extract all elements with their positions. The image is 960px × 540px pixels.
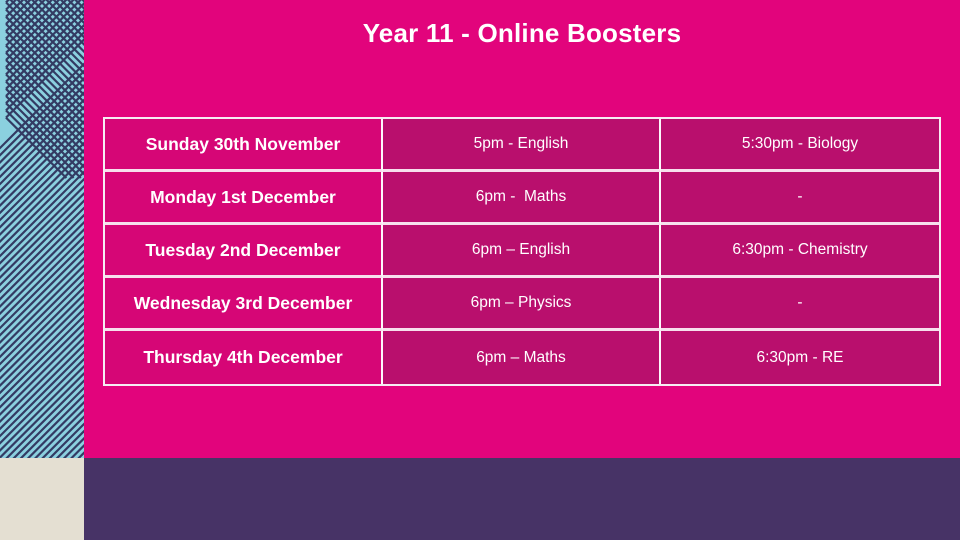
schedule-date-cell: Monday 1st December bbox=[105, 172, 383, 225]
schedule-session1-cell: 6pm - Maths bbox=[383, 172, 661, 225]
schedule-session2-cell: - bbox=[661, 172, 939, 225]
schedule-date-cell: Thursday 4th December bbox=[105, 331, 383, 384]
chevron-pattern-svg bbox=[0, 0, 84, 458]
footer-purple-band bbox=[84, 458, 960, 540]
sidebar-chevron-pattern bbox=[0, 0, 84, 458]
schedule-session2-cell: 6:30pm - RE bbox=[661, 331, 939, 384]
schedule-session1-cell: 6pm – English bbox=[383, 225, 661, 278]
slide-title: Year 11 - Online Boosters bbox=[362, 18, 682, 48]
schedule-session2-cell: 6:30pm - Chemistry bbox=[661, 225, 939, 278]
schedule-session2-cell: 5:30pm - Biology bbox=[661, 119, 939, 172]
schedule-date-cell: Sunday 30th November bbox=[105, 119, 383, 172]
schedule-session1-cell: 6pm – Maths bbox=[383, 331, 661, 384]
schedule-table: Sunday 30th November 5pm - English 5:30p… bbox=[103, 117, 941, 386]
corner-beige-block bbox=[0, 458, 84, 540]
schedule-date-cell: Tuesday 2nd December bbox=[105, 225, 383, 278]
schedule-session1-cell: 6pm – Physics bbox=[383, 278, 661, 331]
schedule-session1-cell: 5pm - English bbox=[383, 119, 661, 172]
schedule-session2-cell: - bbox=[661, 278, 939, 331]
schedule-date-cell: Wednesday 3rd December bbox=[105, 278, 383, 331]
